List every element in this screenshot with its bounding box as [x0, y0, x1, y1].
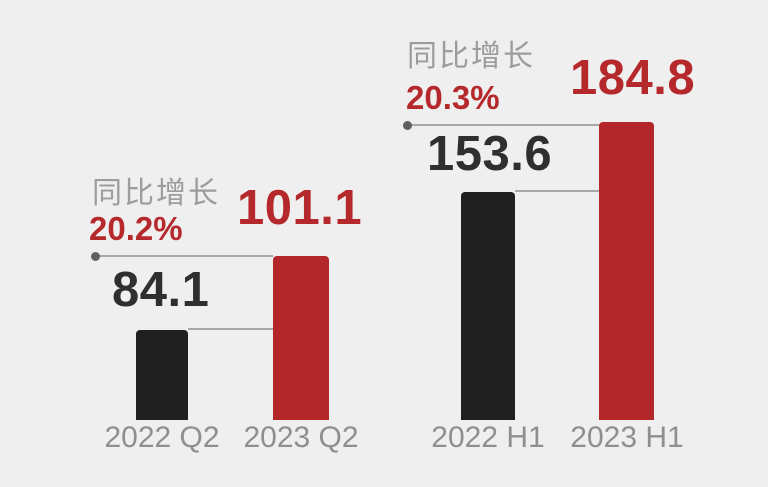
- category-label-2022-q2: 2022 Q2: [104, 421, 220, 454]
- bar-value-2022-h1: 153.6: [427, 127, 553, 181]
- bar-value-2023-h1: 184.8: [570, 51, 696, 105]
- bar-2023-q2: [273, 256, 329, 420]
- category-label-2023-h1: 2023 H1: [570, 421, 684, 454]
- bar-2023-h1: [599, 122, 654, 420]
- leader-line-2023-q2: [96, 255, 273, 257]
- category-label-2022-h1: 2022 H1: [431, 421, 545, 454]
- bar-2022-h1: [461, 192, 515, 420]
- yoy-growth-value-q2: 20.2%: [89, 210, 183, 247]
- yoy-growth-value-h1: 20.3%: [406, 79, 500, 116]
- bar-value-2022-q2: 84.1: [112, 263, 210, 317]
- bar-value-2023-q2: 101.1: [237, 181, 363, 235]
- yoy-growth-label-h1: 同比增长: [407, 40, 535, 73]
- leader-dot-2023-h1: [403, 121, 412, 130]
- leader-line-2023-h1: [408, 124, 599, 126]
- leader-line-2022-h1: [515, 190, 599, 192]
- leader-dot-2023-q2: [91, 252, 100, 261]
- yoy-growth-label-q2: 同比增长: [92, 177, 220, 210]
- bar-2022-q2: [136, 330, 188, 420]
- leader-line-2022-q2: [188, 328, 273, 330]
- category-label-2023-q2: 2023 Q2: [243, 421, 359, 454]
